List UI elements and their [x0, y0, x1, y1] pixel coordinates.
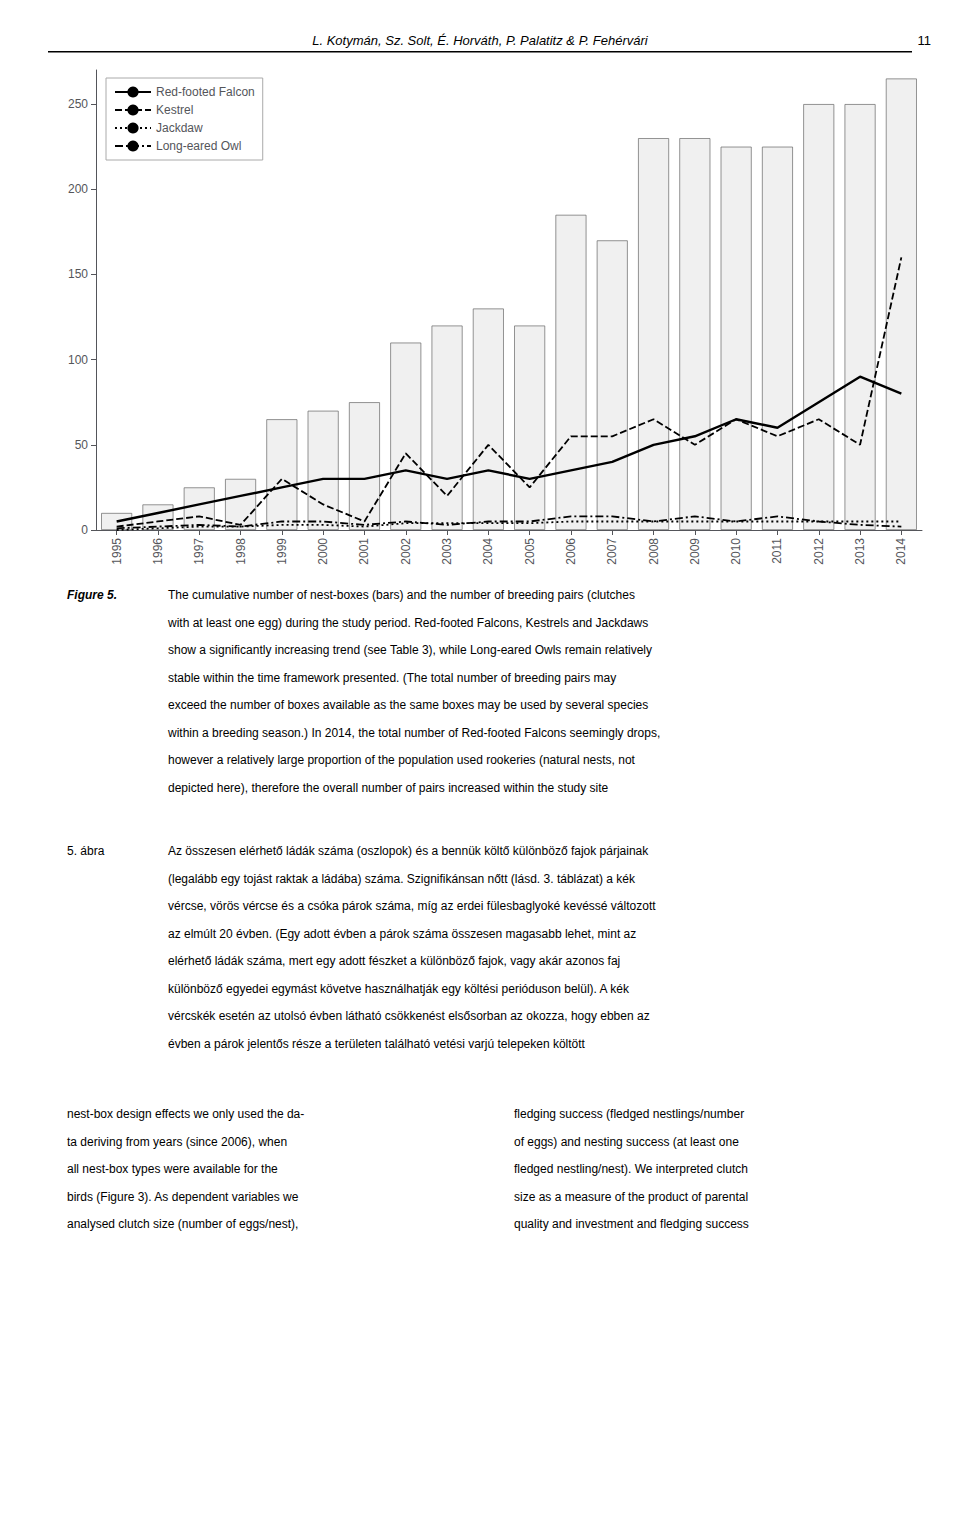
svg-text:250: 250 [68, 97, 88, 111]
svg-text:size as a measure of the produ: size as a measure of the product of pare… [514, 1190, 748, 1204]
svg-text:5. ábra: 5. ábra [67, 844, 105, 858]
svg-text:2013: 2013 [853, 538, 867, 565]
svg-text:2000: 2000 [316, 538, 330, 565]
svg-text:2010: 2010 [729, 538, 743, 565]
svg-text:11: 11 [918, 33, 932, 48]
svg-text:1996: 1996 [151, 538, 165, 565]
svg-text:2004: 2004 [481, 538, 495, 565]
svg-text:2002: 2002 [399, 538, 413, 565]
svg-text:200: 200 [68, 182, 88, 196]
svg-text:fledged nestling/nest). We int: fledged nestling/nest). We interpreted c… [514, 1162, 748, 1176]
svg-text:(legalább egy tojást raktak a: (legalább egy tojást raktak a ládába) sz… [168, 872, 636, 886]
svg-text:2003: 2003 [440, 538, 454, 565]
svg-text:vércse, vörös vércse és a csók: vércse, vörös vércse és a csóka párok sz… [168, 899, 656, 913]
svg-text:150: 150 [68, 267, 88, 281]
svg-text:stable within the time framewo: stable within the time framework present… [168, 671, 616, 685]
svg-text:50: 50 [75, 438, 89, 452]
svg-text:2006: 2006 [564, 538, 578, 565]
svg-text:of eggs) and nesting success (: of eggs) and nesting success (at least o… [514, 1135, 739, 1149]
svg-text:Long-eared Owl: Long-eared Owl [156, 139, 241, 153]
svg-text:ta deriving from years (since: ta deriving from years (since 2006), whe… [67, 1135, 287, 1149]
svg-text:Az összesen elérhető ládák szá: Az összesen elérhető ládák száma (oszlop… [168, 844, 649, 858]
svg-text:elérhető ládák száma, mert egy: elérhető ládák száma, mert egy adott fés… [168, 954, 620, 968]
svg-text:2011: 2011 [770, 538, 784, 564]
svg-text:analysed clutch size (number o: analysed clutch size (number of eggs/nes… [67, 1217, 298, 1231]
svg-text:1995: 1995 [110, 538, 124, 565]
svg-text:depicted here), therefore the: depicted here), therefore the overall nu… [168, 781, 609, 795]
svg-text:show a significantly increasin: show a significantly increasing trend (s… [168, 643, 652, 657]
svg-text:L. Kotymán, Sz. Solt, É. Horvá: L. Kotymán, Sz. Solt, É. Horváth, P. Pal… [312, 33, 649, 48]
svg-text:2001: 2001 [357, 538, 371, 565]
svg-text:2009: 2009 [688, 538, 702, 565]
svg-text:with at least one egg) during: with at least one egg) during the study … [167, 616, 648, 630]
svg-text:Jackdaw: Jackdaw [156, 121, 203, 135]
svg-text:évben a párok jelentős része a: évben a párok jelentős része a területen… [168, 1037, 586, 1051]
svg-text:2005: 2005 [523, 538, 537, 565]
svg-text:vércskék esetén az utolsó évbe: vércskék esetén az utolsó évben látható … [168, 1009, 650, 1023]
svg-text:fledging success (fledged nest: fledging success (fledged nestlings/numb… [514, 1107, 744, 1121]
svg-text:1999: 1999 [275, 538, 289, 565]
svg-text:2007: 2007 [605, 538, 619, 565]
svg-text:0: 0 [81, 523, 88, 537]
svg-text:The cumulative number of nest-: The cumulative number of nest-boxes (bar… [168, 588, 635, 602]
svg-text:2012: 2012 [812, 538, 826, 565]
svg-text:birds (Figure 3). As dependent: birds (Figure 3). As dependent variables… [67, 1190, 299, 1204]
svg-text:Figure 5.: Figure 5. [67, 588, 117, 602]
svg-text:Red-footed Falcon: Red-footed Falcon [156, 85, 255, 99]
svg-text:nest-box design effects we onl: nest-box design effects we only used the… [67, 1107, 304, 1121]
svg-text:1997: 1997 [192, 538, 206, 565]
svg-text:Kestrel: Kestrel [156, 103, 193, 117]
svg-text:exceed the number of boxes ava: exceed the number of boxes available as … [168, 698, 648, 712]
svg-text:within a breeding season.) In: within a breeding season.) In 2014, the … [167, 726, 660, 740]
svg-text:quality and investment and fle: quality and investment and fledging succ… [514, 1217, 749, 1231]
svg-text:különböző egyedei egymást köve: különböző egyedei egymást követve haszná… [168, 982, 630, 996]
svg-text:az elmúlt 20 évben. (Egy adott: az elmúlt 20 évben. (Egy adott évben a p… [168, 927, 636, 941]
svg-text:100: 100 [68, 353, 88, 367]
svg-text:1998: 1998 [234, 538, 248, 565]
svg-text:2008: 2008 [647, 538, 661, 565]
svg-text:2014: 2014 [894, 538, 908, 565]
svg-text:all nest-box types were availa: all nest-box types were available for th… [67, 1162, 278, 1176]
svg-text:however a relatively large pro: however a relatively large proportion of… [168, 753, 636, 767]
